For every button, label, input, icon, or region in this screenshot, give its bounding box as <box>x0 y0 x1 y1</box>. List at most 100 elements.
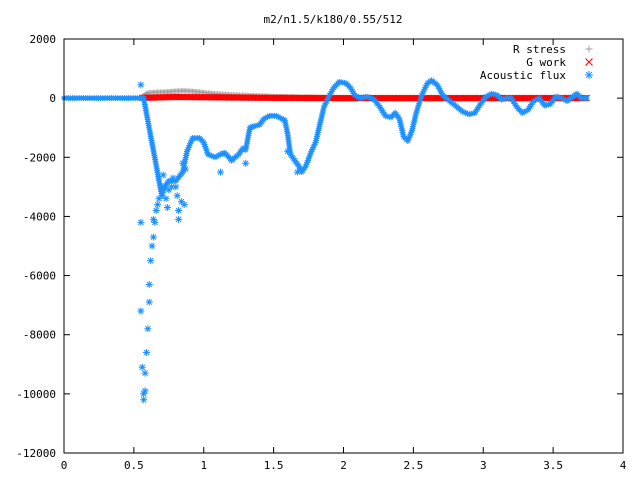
acoustic-flux-point <box>213 153 220 160</box>
acoustic-flux-point <box>329 86 336 93</box>
y-tick-label: -12000 <box>16 447 56 460</box>
acoustic-flux-point <box>140 390 148 398</box>
acoustic-flux-point <box>464 110 471 117</box>
acoustic-flux-point <box>415 102 422 109</box>
acoustic-flux-point <box>423 82 430 89</box>
acoustic-flux-point <box>418 92 425 99</box>
acoustic-flux-point <box>151 218 159 226</box>
acoustic-flux-point <box>310 143 317 150</box>
acoustic-flux-point <box>562 97 569 104</box>
y-tick-label: 0 <box>49 92 56 105</box>
acoustic-flux-point <box>152 207 160 215</box>
legend-marker <box>585 71 593 79</box>
y-tick-label: -10000 <box>16 388 56 401</box>
acoustic-flux-point <box>160 187 167 194</box>
acoustic-flux-point <box>416 100 423 107</box>
acoustic-flux-point <box>187 138 194 145</box>
acoustic-flux-point <box>353 93 360 100</box>
acoustic-flux-point <box>413 107 420 114</box>
acoustic-flux-point <box>159 190 166 197</box>
acoustic-flux-point <box>262 114 269 121</box>
acoustic-flux-point <box>322 100 329 107</box>
acoustic-flux-point <box>461 109 468 116</box>
acoustic-flux-point <box>295 163 302 170</box>
acoustic-flux-point <box>145 280 153 288</box>
acoustic-flux-point <box>147 257 155 265</box>
legend-label: R stress <box>513 43 566 56</box>
acoustic-flux-point <box>308 148 315 155</box>
acoustic-flux-point <box>413 109 420 116</box>
plot-frame <box>63 38 624 454</box>
acoustic-flux-point <box>138 363 146 371</box>
acoustic-flux-point <box>228 156 236 164</box>
acoustic-flux-point <box>438 90 445 97</box>
acoustic-flux-point <box>415 104 422 111</box>
legend-label: Acoustic flux <box>480 69 566 82</box>
acoustic-flux-point <box>483 93 490 100</box>
acoustic-flux-point <box>145 298 153 306</box>
x-tick-label: 2 <box>340 459 347 472</box>
acoustic-flux-point <box>162 195 170 203</box>
x-tick-label: 1.5 <box>264 459 284 472</box>
acoustic-flux-point <box>347 84 354 91</box>
acoustic-flux-point <box>303 161 310 168</box>
acoustic-flux-point <box>141 369 149 377</box>
acoustic-flux-point <box>137 307 145 315</box>
acoustic-flux-point <box>217 168 225 176</box>
acoustic-flux-point <box>406 134 413 141</box>
acoustic-flux-point <box>275 113 282 120</box>
acoustic-flux-point <box>484 92 491 99</box>
acoustic-flux-point <box>203 147 210 154</box>
acoustic-flux-point <box>202 145 209 152</box>
acoustic-flux-point <box>406 132 413 139</box>
acoustic-flux-point <box>326 92 333 99</box>
x-tick-label: 1 <box>200 459 207 472</box>
acoustic-flux-point <box>366 94 373 101</box>
acoustic-flux-point <box>293 168 301 176</box>
acoustic-flux-point <box>414 105 421 112</box>
acoustic-flux-point <box>206 152 213 159</box>
acoustic-flux-point <box>264 113 271 120</box>
acoustic-flux-point <box>142 348 150 356</box>
acoustic-flux-point <box>418 94 425 101</box>
acoustic-flux-point <box>163 204 171 212</box>
acoustic-flux-point <box>180 201 188 209</box>
x-tick-label: 0 <box>61 459 68 472</box>
acoustic-flux-point <box>144 325 152 333</box>
acoustic-flux-point <box>208 152 215 159</box>
legend-marker <box>585 58 593 66</box>
acoustic-flux-point <box>172 183 180 191</box>
acoustic-flux-point <box>302 163 309 170</box>
x-tick-label: 3.5 <box>543 459 563 472</box>
plot-marks <box>61 77 591 404</box>
acoustic-flux-point <box>560 96 567 103</box>
acoustic-flux-point <box>159 171 167 179</box>
y-tick-label: -6000 <box>23 270 56 283</box>
acoustic-flux-point <box>434 81 441 88</box>
acoustic-flux-point <box>242 159 250 167</box>
acoustic-flux-point <box>175 207 183 215</box>
acoustic-flux-point <box>141 387 149 395</box>
legend-label: G work <box>526 56 566 69</box>
acoustic-flux-point <box>459 108 466 115</box>
acoustic-flux-point <box>348 86 355 93</box>
acoustic-flux-point <box>284 147 292 155</box>
acoustic-flux-point <box>436 87 443 94</box>
acoustic-flux-point <box>307 150 314 157</box>
acoustic-flux-point <box>321 102 328 109</box>
acoustic-flux-point <box>200 139 207 146</box>
acoustic-flux-point <box>154 201 162 209</box>
acoustic-flux-point <box>158 183 166 191</box>
acoustic-flux-point <box>168 183 176 191</box>
acoustic-flux-point <box>435 83 442 90</box>
x-tick-label: 2.5 <box>403 459 423 472</box>
acoustic-flux-point <box>558 95 565 102</box>
acoustic-flux-point <box>188 136 195 143</box>
acoustic-flux-point <box>364 93 371 100</box>
y-tick-label: -2000 <box>23 151 56 164</box>
acoustic-flux-point <box>179 159 187 167</box>
acoustic-flux-point <box>201 141 208 148</box>
acoustic-flux-point <box>273 112 280 119</box>
acoustic-flux-point <box>462 109 469 116</box>
